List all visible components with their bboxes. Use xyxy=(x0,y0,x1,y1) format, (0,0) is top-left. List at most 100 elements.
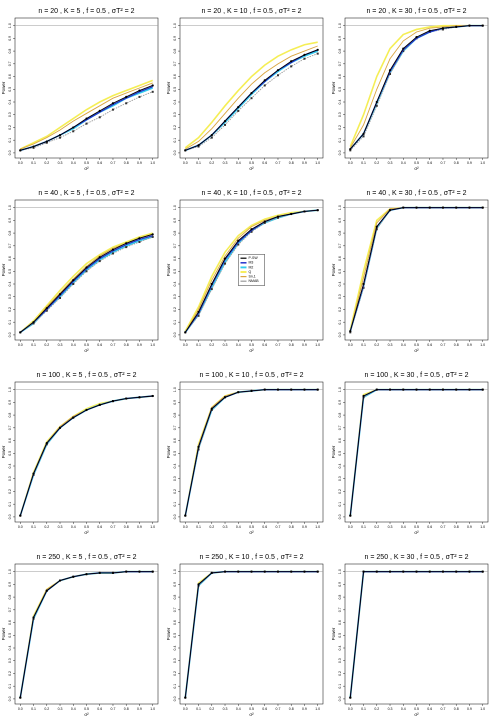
x-tick-label: 0.1 xyxy=(196,525,201,529)
point-marker xyxy=(72,416,75,419)
y-tick-label: 0.8 xyxy=(338,595,342,600)
x-tick-label: 0.4 xyxy=(236,343,241,347)
point-marker xyxy=(263,84,266,87)
x-tick-label: 0.7 xyxy=(441,343,446,347)
chart-title: n = 100 , K = 30 , f = 0.5 , σT² = 2 xyxy=(365,372,469,379)
x-tick-label: 0.8 xyxy=(289,161,294,165)
x-tick-label: 0.9 xyxy=(137,161,142,165)
y-tick-label: 0.7 xyxy=(173,425,177,430)
point-marker xyxy=(375,225,378,228)
chart-title: n = 40 , K = 5 , f = 0.5 , σT² = 2 xyxy=(38,190,134,197)
x-tick-label: 0.4 xyxy=(401,707,406,711)
x-tick-label: 0.1 xyxy=(361,525,366,529)
legend-label: NMAB xyxy=(249,279,260,283)
x-tick-label: 0.9 xyxy=(137,525,142,529)
point-marker xyxy=(362,135,365,138)
y-tick-label: 0.4 xyxy=(8,646,12,651)
point-marker xyxy=(210,571,213,575)
x-tick-label: 0.5 xyxy=(414,707,419,711)
point-marker xyxy=(375,388,378,391)
y-tick-label: 0.8 xyxy=(338,413,342,418)
y-tick-label: 0.9 xyxy=(8,218,12,223)
y-tick-label: 0.1 xyxy=(8,502,12,507)
x-tick-label: 0.0 xyxy=(348,343,353,347)
point-marker xyxy=(151,394,154,398)
point-marker xyxy=(197,310,200,314)
point-marker xyxy=(441,206,445,209)
point-marker xyxy=(250,570,253,573)
legend-box xyxy=(238,253,265,286)
y-tick-label: 0.5 xyxy=(173,87,177,92)
y-tick-label: 0.7 xyxy=(173,243,177,248)
series-line xyxy=(349,24,483,147)
x-axis-label: σ² xyxy=(414,348,419,353)
x-tick-label: 0.7 xyxy=(276,707,281,711)
x-tick-label: 0.0 xyxy=(183,707,188,711)
point-marker xyxy=(85,122,88,125)
plot-frame xyxy=(179,381,324,523)
point-marker xyxy=(58,133,62,137)
series-line xyxy=(349,206,483,330)
point-marker xyxy=(375,570,378,573)
y-tick-label: 0.6 xyxy=(338,256,342,261)
point-marker xyxy=(415,206,418,209)
point-marker xyxy=(32,321,35,324)
x-tick-label: 0.2 xyxy=(44,525,49,529)
series-line xyxy=(185,53,318,151)
point-marker xyxy=(362,132,365,135)
point-marker xyxy=(481,570,484,573)
chart-title: n = 20 , K = 5 , f = 0.5 , σT² = 2 xyxy=(38,8,134,15)
y-tick-label: 0.5 xyxy=(173,633,177,638)
point-marker xyxy=(316,388,319,391)
x-tick-label: 0.7 xyxy=(276,161,281,165)
y-tick-label: 0.5 xyxy=(173,269,177,274)
point-marker xyxy=(98,116,101,119)
point-marker xyxy=(45,141,48,144)
point-marker xyxy=(111,252,114,255)
point-marker xyxy=(72,575,75,578)
series-line xyxy=(349,570,483,698)
x-tick-label: 0.2 xyxy=(209,343,214,347)
series-line xyxy=(349,388,483,516)
point-marker xyxy=(389,73,392,75)
x-axis-label: σ² xyxy=(249,166,254,171)
plot-frame xyxy=(344,381,489,523)
point-marker xyxy=(138,570,141,573)
point-marker xyxy=(388,209,392,212)
x-tick-label: 0.4 xyxy=(401,161,406,165)
point-marker xyxy=(98,256,101,259)
point-marker xyxy=(210,282,213,286)
x-tick-label: 0.7 xyxy=(441,525,446,529)
point-marker xyxy=(375,104,378,107)
point-marker xyxy=(316,209,319,212)
legend-label: Q xyxy=(249,270,252,274)
series-line xyxy=(184,571,318,698)
y-tick-label: 0.0 xyxy=(338,332,342,337)
series-line xyxy=(349,25,483,150)
x-tick-label: 0.7 xyxy=(441,707,446,711)
x-tick-label: 0.0 xyxy=(18,343,23,347)
y-tick-label: 0.6 xyxy=(8,256,12,261)
point-marker xyxy=(32,472,35,475)
y-tick-label: 0.5 xyxy=(338,269,342,274)
y-tick-label: 0.4 xyxy=(173,100,177,105)
point-marker xyxy=(45,307,48,310)
point-marker xyxy=(263,220,266,223)
y-tick-label: 0.8 xyxy=(173,231,177,236)
series-line xyxy=(349,389,483,516)
point-marker xyxy=(85,266,88,269)
point-marker xyxy=(45,140,48,143)
y-tick-label: 0.2 xyxy=(8,307,12,312)
point-marker xyxy=(138,241,141,243)
x-tick-label: 0.9 xyxy=(302,343,307,347)
y-tick-label: 0.2 xyxy=(338,671,342,676)
y-tick-label: 0.0 xyxy=(8,150,12,155)
x-tick-label: 0.3 xyxy=(223,161,228,165)
point-marker xyxy=(184,514,187,517)
point-marker xyxy=(481,206,484,209)
x-tick-label: 0.1 xyxy=(361,707,366,711)
y-tick-label: 0.6 xyxy=(173,74,177,79)
y-tick-label: 0.8 xyxy=(8,231,12,236)
point-marker xyxy=(349,149,352,152)
y-tick-label: 0.9 xyxy=(338,36,342,41)
